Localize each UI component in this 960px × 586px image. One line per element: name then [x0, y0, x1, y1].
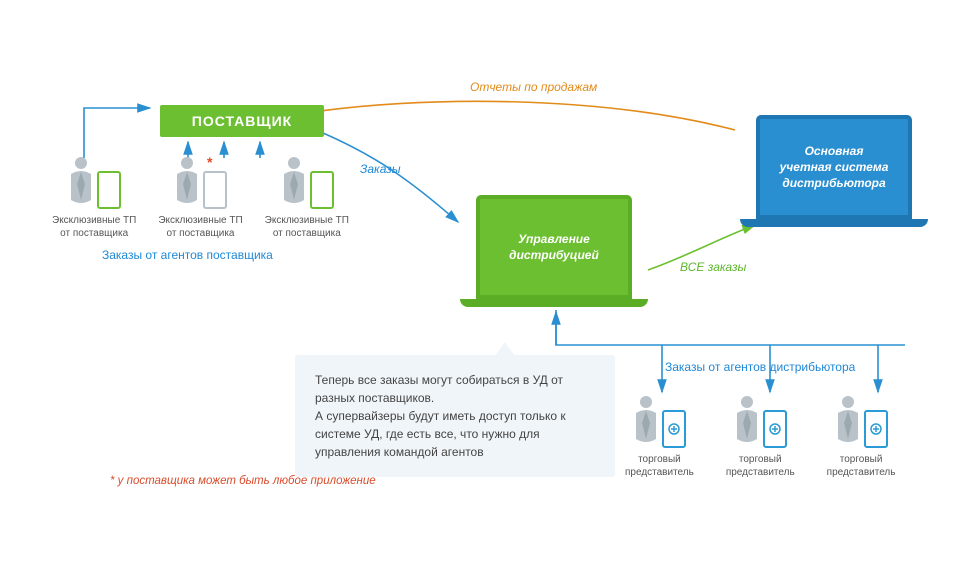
person-icon: [173, 156, 201, 209]
connector-sup_agent1_up: [84, 108, 150, 158]
callout-tail: [495, 342, 515, 356]
laptop-accounting-text: Основнаяучетная системадистрибьютора: [780, 143, 889, 192]
agent-unit: Эксклюзивные ТПот поставщика: [158, 156, 242, 240]
phone-icon: [864, 410, 888, 448]
agents-supplier-caption: Заказы от агентов поставщика: [102, 248, 273, 262]
agent-unit: торговыйпредставитель: [726, 395, 795, 479]
agent-caption: торговыйпредставитель: [726, 454, 795, 479]
diagram-canvas: ПОСТАВЩИК Управлениедистрибуцией Основна…: [0, 0, 960, 586]
connector-reports: [300, 101, 735, 130]
callout-box: Теперь все заказы могут собираться в УД …: [295, 355, 615, 477]
agent-unit: Эксклюзивные ТПот поставщика: [52, 156, 136, 240]
agent-unit: Эксклюзивные ТПот поставщика: [265, 156, 349, 240]
phone-icon: [97, 171, 121, 209]
footnote: * у поставщика может быть любое приложен…: [110, 475, 376, 487]
callout-text: Теперь все заказы могут собираться в УД …: [315, 373, 566, 459]
connector-dist_to_agents: [556, 310, 905, 345]
agent-caption: Эксклюзивные ТПот поставщика: [158, 215, 242, 240]
person-icon: [632, 395, 660, 448]
agent-unit: торговыйпредставитель: [625, 395, 694, 479]
person-icon: [834, 395, 862, 448]
supplier-label: ПОСТАВЩИК: [192, 113, 292, 129]
laptop-distribution-text: Управлениедистрибуцией: [509, 231, 599, 263]
agents-distributor-caption: Заказы от агентов дистрибьютора: [665, 360, 855, 374]
agent-unit: торговыйпредставитель: [827, 395, 896, 479]
agent-caption: Эксклюзивные ТПот поставщика: [52, 215, 136, 240]
agent-caption: торговыйпредставитель: [625, 454, 694, 479]
person-icon: [280, 156, 308, 209]
edge-label-all-orders: ВСЕ заказы: [680, 260, 746, 274]
phone-icon: [310, 171, 334, 209]
laptop-distribution: Управлениедистрибуцией: [460, 195, 648, 307]
phone-icon: [203, 171, 227, 209]
edge-label-orders: Заказы: [360, 162, 401, 176]
edge-label-reports: Отчеты по продажам: [470, 80, 597, 94]
supplier-node: ПОСТАВЩИК: [160, 105, 324, 137]
agent-caption: Эксклюзивные ТПот поставщика: [265, 215, 349, 240]
laptop-accounting: Основнаяучетная системадистрибьютора: [740, 115, 928, 227]
person-icon: [733, 395, 761, 448]
phone-icon: [763, 410, 787, 448]
person-icon: [67, 156, 95, 209]
asterisk-marker: *: [207, 154, 212, 170]
agents-distributor-group: торговыйпредставитель торговыйпредставит…: [625, 395, 895, 479]
agents-supplier-group: Эксклюзивные ТПот поставщика Эксклюзивны…: [52, 156, 349, 240]
agent-caption: торговыйпредставитель: [827, 454, 896, 479]
phone-icon: [662, 410, 686, 448]
